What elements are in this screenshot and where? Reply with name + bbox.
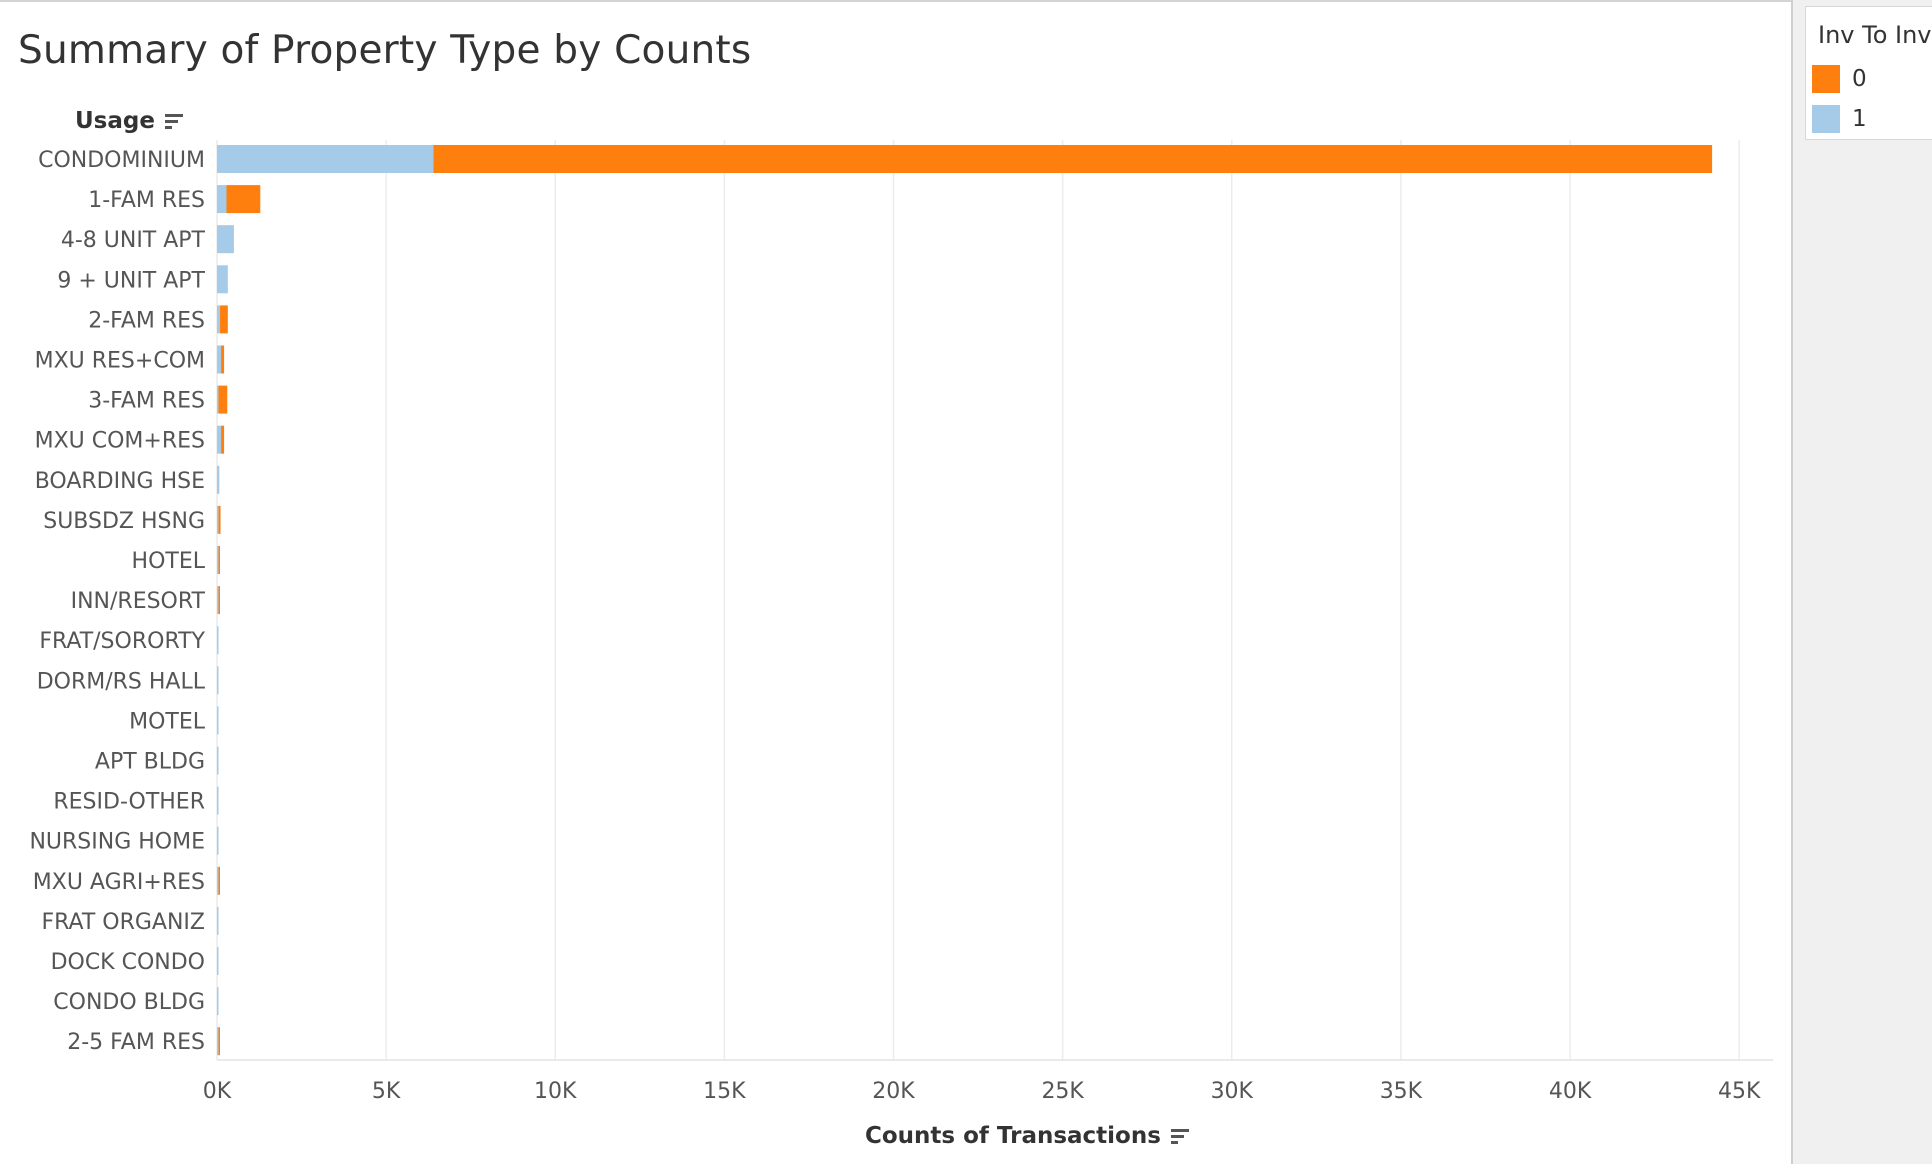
- x-axis-header[interactable]: Counts of Transactions: [0, 1123, 1932, 1149]
- bar-segment: [218, 1027, 220, 1056]
- category-label: INN/RESORT: [71, 589, 206, 614]
- bar-segment: [217, 265, 228, 294]
- legend-title: Inv To Inv: [1818, 21, 1932, 49]
- bar-segment: [217, 746, 219, 775]
- category-label: NURSING HOME: [29, 830, 205, 855]
- bar-segment: [218, 586, 220, 615]
- x-tick-label: 15K: [703, 1079, 746, 1104]
- category-label: APT BLDG: [95, 750, 205, 775]
- bar-segment: [217, 546, 219, 574]
- side-panel: Inv To Inv 0 1: [1791, 0, 1932, 1164]
- bar-segment: [217, 385, 219, 414]
- bar-segment: [217, 465, 220, 494]
- category-label: MOTEL: [129, 709, 206, 734]
- category-label: FRAT ORGANIZ: [41, 910, 205, 935]
- category-label: DORM/RS HALL: [37, 669, 206, 694]
- bar-segment: [217, 947, 219, 975]
- sort-icon[interactable]: [1169, 1127, 1191, 1147]
- bar-segment: [433, 145, 1713, 173]
- bar-segment: [217, 786, 219, 815]
- x-tick-label: 5K: [372, 1079, 401, 1104]
- bar-segment: [217, 145, 434, 173]
- category-label: BOARDING HSE: [35, 469, 205, 494]
- bar-segment: [220, 305, 228, 334]
- x-axis-title: Counts of Transactions: [865, 1123, 1161, 1149]
- category-label: RESID-OTHER: [53, 790, 205, 815]
- legend-label: 0: [1852, 66, 1867, 92]
- bar-segment: [218, 385, 228, 414]
- legend-swatch: [1812, 105, 1840, 133]
- category-label: CONDO BLDG: [53, 990, 205, 1015]
- bar-segment: [217, 586, 219, 615]
- category-label: CONDOMINIUM: [38, 148, 205, 173]
- x-tick-label: 40K: [1549, 1079, 1592, 1104]
- category-label: 1-FAM RES: [88, 188, 205, 213]
- category-label: 9 + UNIT APT: [57, 268, 205, 293]
- category-label: HOTEL: [132, 549, 206, 574]
- x-tick-label: 35K: [1380, 1079, 1423, 1104]
- legend-label: 1: [1852, 106, 1867, 132]
- bar-segment: [217, 185, 227, 214]
- bar-segment: [217, 866, 219, 895]
- category-label: 2-FAM RES: [88, 308, 205, 333]
- category-label: 3-FAM RES: [88, 389, 205, 414]
- bar-segment: [217, 987, 219, 1016]
- x-tick-label: 0K: [203, 1079, 232, 1104]
- bar-segment: [217, 505, 219, 534]
- x-tick-label: 25K: [1041, 1079, 1084, 1104]
- y-axis-title: Usage: [75, 108, 155, 134]
- bar-segment: [217, 706, 219, 735]
- category-label: MXU AGRI+RES: [33, 870, 205, 895]
- bar-segment: [217, 666, 219, 695]
- bar-chart-plot: 0K 5K 10K 15K 20K 25K 30K 35K 40K 45K CONDOMINIUM 1…: [29, 140, 1773, 1104]
- bar-segment: [217, 305, 221, 334]
- bar-segment: [226, 185, 261, 214]
- y-axis-header[interactable]: Usage: [75, 108, 185, 134]
- legend[interactable]: Inv To Inv 0 1: [1805, 6, 1932, 140]
- bar-segment: [217, 225, 234, 254]
- category-label: 4-8 UNIT APT: [61, 228, 206, 253]
- x-tick-label: 45K: [1718, 1079, 1761, 1104]
- x-tick-label: 20K: [872, 1079, 915, 1104]
- bar-segment: [221, 345, 225, 374]
- category-label: FRAT/SORORTY: [39, 629, 205, 654]
- category-label: SUBSDZ HSNG: [43, 509, 205, 534]
- category-label: DOCK CONDO: [51, 950, 205, 975]
- bar-segment: [218, 546, 220, 574]
- chart-title: Summary of Property Type by Counts: [18, 28, 752, 73]
- category-label: MXU COM+RES: [35, 429, 205, 454]
- category-label: MXU RES+COM: [35, 349, 205, 374]
- bar-segment: [217, 906, 219, 935]
- bar-segment: [217, 1027, 219, 1056]
- legend-item-0[interactable]: 0: [1812, 65, 1867, 93]
- chart-area: Summary of Property Type by Counts Usage…: [0, 0, 1791, 1149]
- bar-segment: [218, 505, 221, 534]
- bar-segment: [217, 425, 222, 454]
- x-tick-label: 10K: [534, 1079, 577, 1104]
- bar-segment: [221, 425, 225, 454]
- bar-segment: [217, 826, 219, 855]
- bar-segment: [218, 866, 220, 895]
- x-tick-label: 30K: [1211, 1079, 1254, 1104]
- sort-icon[interactable]: [163, 112, 185, 132]
- bar-segment: [217, 626, 219, 655]
- bar-segment: [217, 345, 222, 374]
- category-label: 2-5 FAM RES: [67, 1030, 205, 1055]
- legend-swatch: [1812, 65, 1840, 93]
- legend-item-1[interactable]: 1: [1812, 105, 1867, 133]
